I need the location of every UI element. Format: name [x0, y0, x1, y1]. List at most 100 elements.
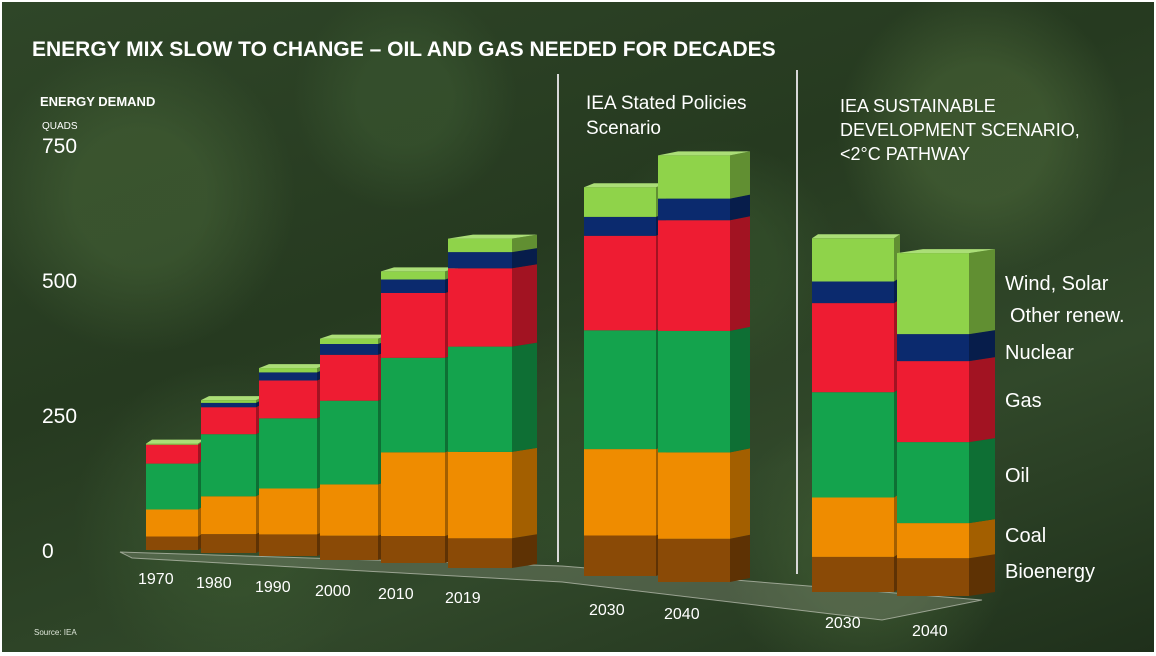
bar-bioenergy-side — [512, 534, 537, 568]
bar-oil-segment — [259, 418, 317, 489]
bar-stack — [658, 151, 750, 582]
bar-top-face — [448, 234, 537, 239]
bar-stack — [201, 396, 264, 553]
bar-nuclear-segment — [320, 344, 378, 355]
y-tick-label: 500 — [42, 270, 77, 293]
bar-nuclear-side — [969, 330, 995, 362]
section-label: IEA SUSTAINABLE DEVELOPMENT SCENARIO, <2°C… — [840, 96, 1080, 164]
bar-oil-segment — [201, 434, 256, 497]
legend-entry: Nuclear — [1005, 342, 1074, 364]
chart-title: ENERGY MIX SLOW TO CHANGE – OIL AND GAS … — [32, 38, 776, 61]
section-label: IEA Stated Policies Scenario — [586, 93, 747, 139]
bar-coal-segment — [658, 452, 730, 539]
bar-top-face — [320, 334, 390, 339]
bar-coal-segment — [146, 509, 198, 537]
bar-gas-segment — [658, 220, 730, 331]
x-tick-label: 2040 — [664, 606, 700, 623]
bar-wind-solar-segment — [812, 238, 894, 282]
bar-coal-segment — [201, 496, 256, 535]
bar-oil-segment — [448, 346, 512, 452]
bar-oil-side — [512, 342, 537, 452]
bar-stack — [259, 364, 327, 556]
bar-wind-solar-segment — [584, 187, 656, 217]
bar-wind-solar-segment — [146, 443, 198, 445]
bar-coal-segment — [259, 488, 317, 535]
bar-nuclear-segment — [658, 198, 730, 221]
bar-oil-segment — [320, 400, 378, 485]
x-tick-label: 1970 — [138, 571, 174, 588]
bar-bioenergy-side — [730, 534, 750, 582]
x-tick-label: 2030 — [589, 602, 625, 619]
bar-nuclear-segment — [201, 402, 256, 408]
bar-bioenergy-side — [969, 554, 995, 596]
bar-stack — [584, 183, 666, 576]
bar-wind-solar-segment — [259, 368, 317, 373]
bar-wind-solar-side — [730, 151, 750, 199]
legend-entry: Gas — [1005, 390, 1042, 412]
bar-bioenergy-segment — [201, 534, 256, 553]
bar-top-face — [146, 439, 204, 444]
bar-oil-segment — [381, 357, 445, 453]
legend-entry: Oil — [1005, 465, 1029, 487]
bar-wind-solar-segment — [381, 271, 445, 280]
legend-entry: Wind, Solar — [1005, 273, 1109, 295]
bar-wind-solar-side — [969, 249, 995, 335]
bar-oil-segment — [146, 463, 198, 510]
legend-entry: Bioenergy — [1005, 561, 1095, 583]
bar-wind-solar-segment — [448, 238, 512, 253]
bar-gas-side — [512, 264, 537, 347]
bar-coal-side — [969, 519, 995, 559]
source-note: Source: IEA — [34, 628, 77, 637]
bar-coal-side — [512, 447, 537, 539]
x-tick-label: 2000 — [315, 583, 351, 600]
bar-coal-side — [730, 448, 750, 539]
y-tick-label: 250 — [42, 405, 77, 428]
bar-oil-segment — [584, 330, 656, 450]
bar-stack — [448, 234, 537, 568]
x-tick-label: 2030 — [825, 615, 861, 632]
bar-bioenergy-segment — [320, 535, 378, 560]
bar-top-face — [381, 267, 458, 272]
bar-nuclear-segment — [897, 334, 969, 362]
y-tick-label: 750 — [42, 135, 77, 158]
x-tick-label: 2010 — [378, 586, 414, 603]
bar-gas-segment — [201, 407, 256, 435]
bar-coal-segment — [381, 452, 445, 536]
bar-oil-segment — [812, 392, 894, 498]
bar-top-face — [584, 183, 666, 188]
bar-wind-solar-segment — [897, 253, 969, 335]
bar-wind-solar-side — [512, 234, 537, 253]
bar-gas-side — [730, 216, 750, 331]
bar-coal-segment — [584, 449, 656, 536]
y-axis-label: ENERGY DEMAND — [40, 94, 155, 109]
chart-floor — [119, 551, 983, 621]
bar-nuclear-side — [512, 248, 537, 269]
bar-nuclear-segment — [584, 216, 656, 236]
bar-wind-solar-segment — [201, 400, 256, 403]
bar-gas-segment — [897, 361, 969, 443]
bar-bioenergy-segment — [259, 534, 317, 556]
bar-gas-segment — [259, 380, 317, 419]
bar-oil-segment — [658, 330, 730, 453]
bar-bioenergy-segment — [381, 536, 445, 563]
bar-bioenergy-segment — [658, 538, 730, 582]
bar-stack — [812, 234, 900, 592]
bar-nuclear-segment — [812, 281, 894, 304]
x-tick-label: 2019 — [445, 590, 481, 607]
bar-bioenergy-segment — [146, 536, 198, 550]
legend-entry: Coal — [1005, 525, 1046, 547]
bar-nuclear-segment — [381, 279, 445, 293]
bar-coal-segment — [897, 523, 969, 559]
bar-gas-segment — [381, 293, 445, 358]
bar-stack — [320, 334, 390, 560]
bar-top-face — [201, 396, 264, 401]
bar-top-face — [259, 364, 327, 369]
bar-bioenergy-segment — [448, 538, 512, 568]
bar-gas-segment — [448, 268, 512, 347]
bar-gas-segment — [584, 235, 656, 331]
bar-coal-segment — [320, 484, 378, 536]
bar-nuclear-segment — [448, 252, 512, 269]
y-axis-unit: QUADS — [42, 121, 78, 132]
